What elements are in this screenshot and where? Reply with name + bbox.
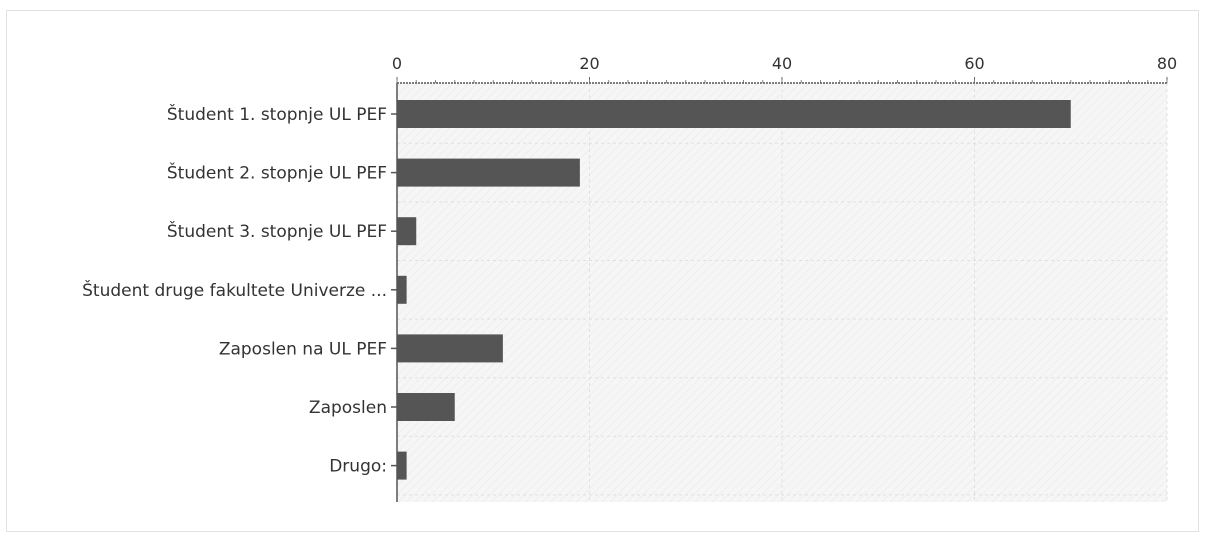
category-label: Študent druge fakultete Univerze ... [82, 279, 387, 301]
category-label: Zaposlen [309, 398, 387, 418]
bar [397, 275, 407, 304]
x-tick-label: 60 [964, 54, 984, 73]
bar [397, 217, 417, 246]
category-label: Študent 2. stopnje UL PEF [167, 162, 387, 184]
bar [397, 334, 503, 363]
bar [397, 100, 1071, 128]
bar [397, 451, 407, 480]
category-label: Zaposlen na UL PEF [219, 339, 387, 359]
x-tick-label: 40 [772, 54, 792, 73]
x-tick-label: 80 [1157, 54, 1177, 73]
category-label: Drugo: [329, 457, 387, 477]
bar [397, 393, 455, 421]
category-label: Študent 3. stopnje UL PEF [167, 220, 387, 242]
x-tick-label: 0 [392, 54, 402, 73]
category-label: Študent 1. stopnje UL PEF [167, 103, 387, 125]
x-tick-label: 20 [579, 54, 599, 73]
bar [397, 158, 580, 187]
